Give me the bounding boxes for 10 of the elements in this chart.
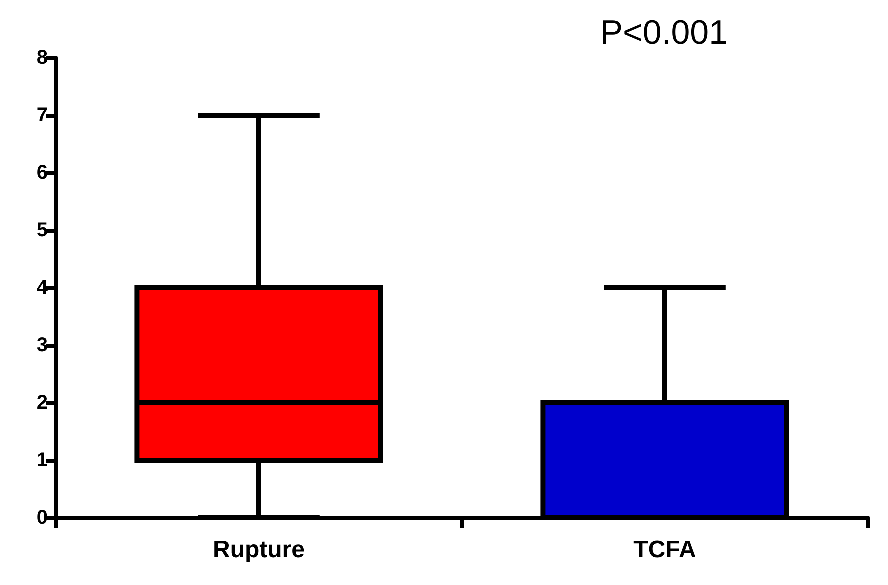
- y-tick-label: 2: [36, 392, 48, 414]
- y-tick-label: 4: [36, 277, 49, 299]
- x-tick-label: TCFA: [634, 536, 696, 564]
- y-tick-label: 7: [36, 104, 48, 126]
- y-tick-label: 1: [36, 450, 48, 472]
- y-tick-label: 6: [36, 162, 48, 184]
- y-tick-label: 8: [36, 47, 48, 69]
- x-tick-label: Rupture: [213, 536, 305, 564]
- y-tick-label: 3: [36, 334, 48, 356]
- text: P<0.001: [600, 14, 728, 52]
